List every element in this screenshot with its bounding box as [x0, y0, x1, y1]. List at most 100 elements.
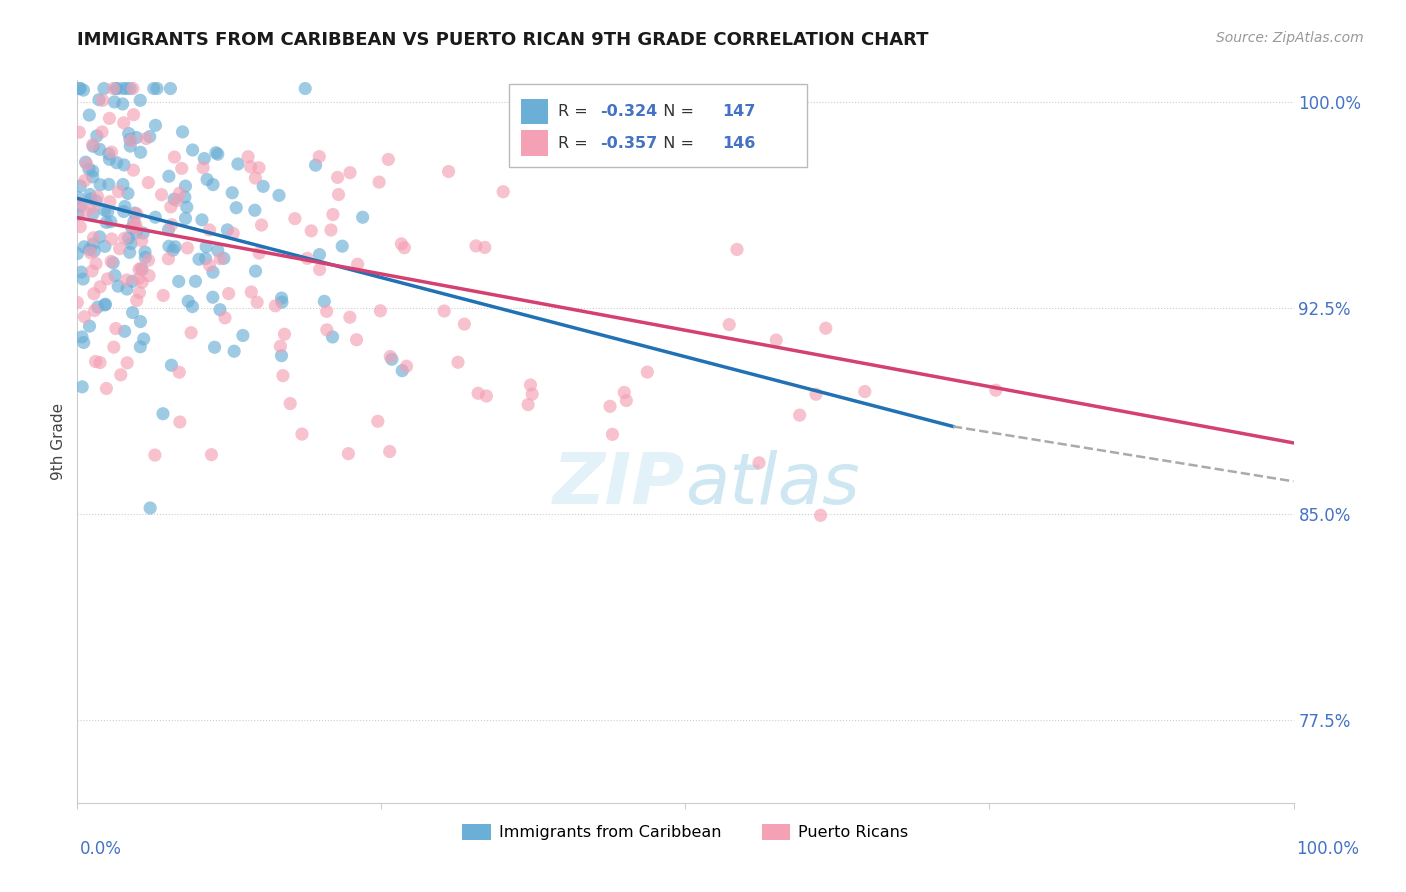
Point — [243, 203, 266, 218]
Point — [87, 93, 110, 107]
Point — [125, 130, 148, 145]
Point — [134, 251, 156, 265]
Point — [299, 224, 322, 238]
Point — [176, 241, 198, 255]
Point — [114, 324, 136, 338]
Point — [79, 319, 101, 334]
Text: -0.324: -0.324 — [600, 103, 658, 119]
Point — [176, 200, 198, 214]
Point — [339, 310, 361, 325]
Point — [66, 246, 89, 260]
Point — [273, 327, 295, 342]
Point — [128, 285, 150, 300]
Text: R =: R = — [558, 136, 592, 151]
Point — [222, 227, 245, 241]
Point — [157, 169, 180, 184]
Point — [70, 265, 93, 279]
Point — [112, 158, 135, 172]
Point — [278, 396, 301, 410]
Point — [246, 295, 269, 310]
Point — [89, 355, 111, 369]
Point — [69, 179, 91, 194]
Point — [180, 326, 202, 340]
Point — [177, 294, 200, 309]
Text: N =: N = — [652, 136, 699, 151]
Point — [174, 179, 197, 194]
Point — [789, 408, 811, 422]
Point — [765, 333, 787, 347]
Point — [188, 252, 211, 267]
Point — [613, 385, 636, 400]
Point — [115, 282, 138, 296]
Point — [84, 354, 107, 368]
Point — [138, 253, 160, 268]
Point — [167, 365, 190, 379]
Point — [125, 226, 148, 240]
Point — [70, 330, 93, 344]
Point — [191, 161, 214, 175]
Point — [166, 194, 188, 208]
Point — [330, 239, 353, 253]
Point — [115, 273, 138, 287]
Point — [202, 178, 225, 192]
Point — [128, 271, 150, 285]
Point — [82, 169, 104, 184]
Point — [725, 243, 748, 257]
Point — [121, 274, 143, 288]
Point — [271, 295, 294, 310]
Text: 146: 146 — [721, 136, 755, 151]
Point — [143, 211, 166, 225]
Point — [143, 448, 166, 462]
Point — [367, 414, 389, 428]
Point — [82, 231, 104, 245]
Point — [83, 303, 105, 318]
Point — [104, 321, 127, 335]
Point — [83, 286, 105, 301]
Point — [314, 294, 336, 309]
Point — [322, 330, 344, 344]
Point — [380, 350, 402, 364]
Point — [73, 240, 96, 254]
Point — [89, 142, 111, 156]
Point — [93, 81, 115, 95]
Point — [80, 264, 103, 278]
Point — [120, 81, 142, 95]
Point — [73, 173, 96, 187]
Point — [169, 186, 191, 201]
Point — [239, 160, 262, 174]
Bar — [522, 99, 548, 124]
Point — [748, 456, 770, 470]
Point — [394, 241, 416, 255]
Point — [198, 258, 221, 272]
Point — [96, 272, 118, 286]
Point — [453, 317, 475, 331]
Point — [91, 125, 114, 139]
Point — [267, 188, 290, 202]
Point — [346, 333, 368, 347]
Point — [107, 279, 129, 293]
Point — [157, 223, 180, 237]
Point — [395, 359, 418, 374]
Point — [108, 242, 131, 256]
Point — [129, 315, 152, 329]
Point — [94, 239, 117, 253]
Point — [72, 83, 94, 97]
Point — [75, 155, 97, 169]
Point — [181, 143, 204, 157]
Point — [433, 304, 456, 318]
Point — [322, 207, 344, 221]
Point — [70, 380, 93, 394]
Point — [381, 352, 404, 367]
Point — [804, 387, 827, 401]
Point — [101, 256, 124, 270]
Point — [810, 508, 832, 523]
Point — [82, 202, 104, 216]
Point — [195, 172, 218, 186]
Point — [163, 192, 186, 206]
Point — [326, 170, 349, 185]
Point — [112, 204, 135, 219]
Point — [152, 407, 174, 421]
Point — [135, 131, 157, 145]
Text: -0.357: -0.357 — [600, 136, 658, 151]
Point — [208, 302, 231, 317]
